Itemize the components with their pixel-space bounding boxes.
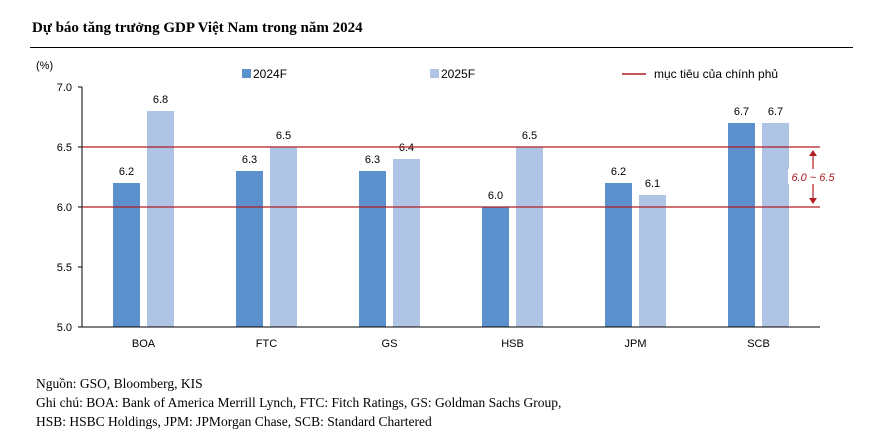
x-tick-label-scb: SCB xyxy=(747,338,770,350)
y-tick-label-1: 5.5 xyxy=(57,262,72,274)
value-label-hsb-2025f: 6.5 xyxy=(522,130,537,142)
legend-swatch-2024f xyxy=(242,69,251,78)
chart-notes: Nguồn: GSO, Bloomberg, KIS Ghi chú: BOA:… xyxy=(36,374,561,431)
value-label-gs-2025f: 6.4 xyxy=(399,142,414,154)
y-tick-label-2: 6.0 xyxy=(57,202,72,214)
x-tick-label-gs: GS xyxy=(382,338,398,350)
bar-ftc-2024f xyxy=(236,171,263,327)
bar-hsb-2025f xyxy=(516,147,543,327)
value-label-jpm-2025f: 6.1 xyxy=(645,178,660,190)
bar-jpm-2024f xyxy=(605,183,632,327)
x-tick-label-ftc: FTC xyxy=(256,338,277,350)
legend-swatch-2025f xyxy=(430,69,439,78)
legend-label-target: mục tiêu của chính phủ xyxy=(654,67,778,81)
title-underline xyxy=(30,47,853,48)
x-tick-label-jpm: JPM xyxy=(625,338,647,350)
bar-boa-2024f xyxy=(113,183,140,327)
bar-ftc-2025f xyxy=(270,147,297,327)
legend-label-2025f: 2025F xyxy=(441,67,475,81)
bar-gs-2024f xyxy=(359,171,386,327)
range-label-background xyxy=(788,169,838,184)
bar-boa-2025f xyxy=(147,111,174,327)
bar-scb-2025f xyxy=(762,123,789,327)
value-label-jpm-2024f: 6.2 xyxy=(611,166,626,178)
value-label-boa-2024f: 6.2 xyxy=(119,166,134,178)
range-arrow-head-up xyxy=(809,150,817,156)
bar-scb-2024f xyxy=(728,123,755,327)
x-tick-label-boa: BOA xyxy=(132,338,156,350)
range-annotation-label: 6.0 ~ 6.5 xyxy=(791,172,835,184)
value-label-scb-2025f: 6.7 xyxy=(768,106,783,118)
y-unit-label: (%) xyxy=(36,60,53,72)
value-label-boa-2025f: 6.8 xyxy=(153,94,168,106)
y-tick-label-0: 5.0 xyxy=(57,322,72,334)
value-label-ftc-2025f: 6.5 xyxy=(276,130,291,142)
bar-jpm-2025f xyxy=(639,195,666,327)
value-label-gs-2024f: 6.3 xyxy=(365,154,380,166)
range-arrow-head-down xyxy=(809,198,817,204)
y-tick-label-3: 6.5 xyxy=(57,142,72,154)
value-label-hsb-2024f: 6.0 xyxy=(488,190,503,202)
legend-label-2024f: 2024F xyxy=(253,67,287,81)
source-note: Nguồn: GSO, Bloomberg, KIS xyxy=(36,376,203,391)
abbreviation-note-2: HSB: HSBC Holdings, JPM: JPMorgan Chase,… xyxy=(36,414,432,429)
x-tick-label-hsb: HSB xyxy=(501,338,524,350)
value-label-ftc-2024f: 6.3 xyxy=(242,154,257,166)
abbreviation-note-1: Ghi chú: BOA: Bank of America Merrill Ly… xyxy=(36,395,562,410)
y-tick-label-4: 7.0 xyxy=(57,82,72,94)
bar-gs-2025f xyxy=(393,159,420,327)
gdp-bar-chart: (%) 5.0 5.5 6.0 6.5 7.0 6.2 6.8 BOA 6.3 6.5 FTC 6.3 6… xyxy=(36,60,838,350)
chart-title: Dự báo tăng trưởng GDP Việt Nam trong nă… xyxy=(32,20,363,36)
value-label-scb-2024f: 6.7 xyxy=(734,106,749,118)
bar-hsb-2024f xyxy=(482,207,509,327)
